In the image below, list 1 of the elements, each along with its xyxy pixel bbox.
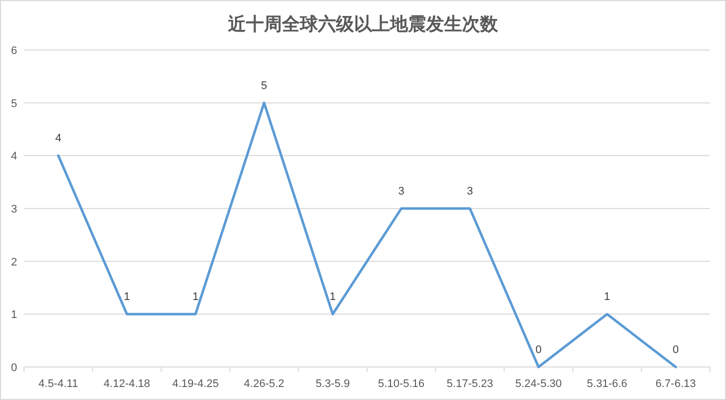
title: 近十周全球六级以上地震发生次数	[228, 14, 498, 34]
